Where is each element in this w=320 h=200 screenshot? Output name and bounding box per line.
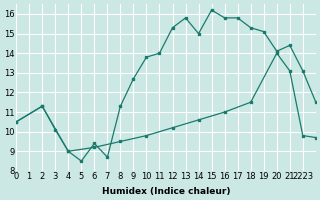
X-axis label: Humidex (Indice chaleur): Humidex (Indice chaleur) bbox=[102, 187, 230, 196]
